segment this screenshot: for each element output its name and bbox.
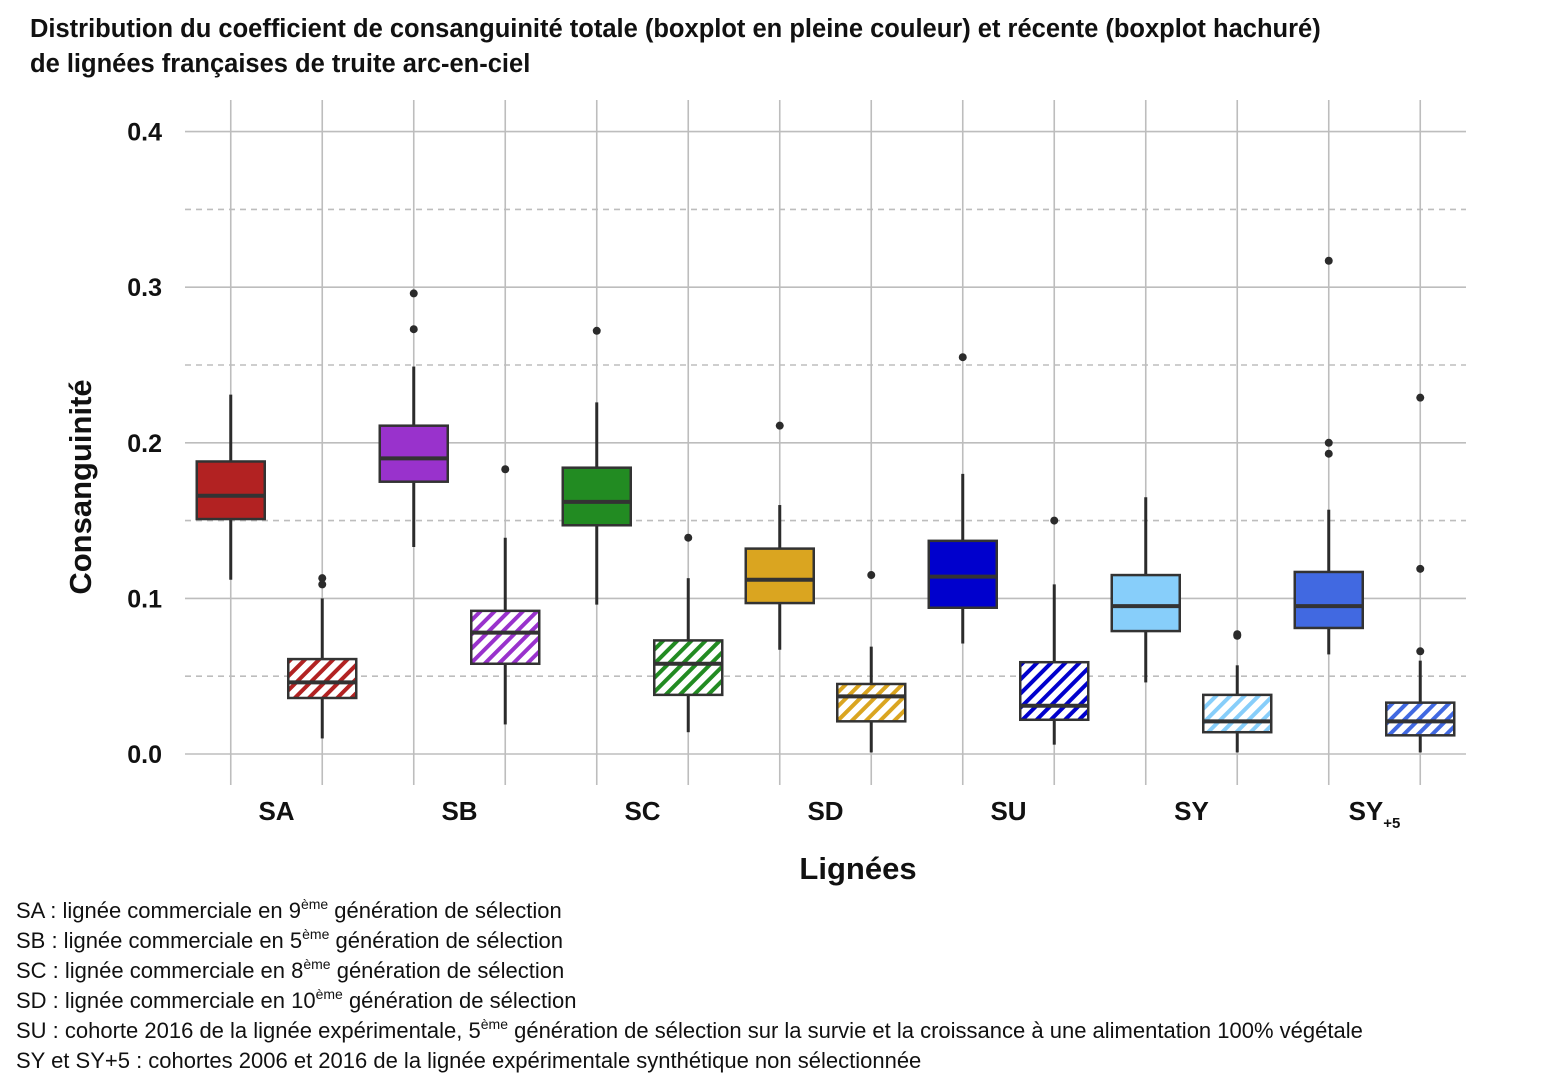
sy5-recent-outlier: [1416, 393, 1425, 402]
sb-recent-box: [470, 609, 541, 666]
note-text-end: génération de sélection: [342, 988, 577, 1013]
sy5-recent: [1385, 393, 1456, 753]
chart-title-line-2: de lignées françaises de truite arc-en-c…: [30, 50, 531, 78]
sa-recent: [287, 574, 358, 739]
note-text: SU : cohorte 2016 de la lignée expérimen…: [16, 1018, 481, 1043]
y-tick-label: 0.4: [127, 119, 162, 147]
sy5-total: [1293, 256, 1364, 655]
sc-total-outlier: [592, 326, 601, 335]
x-tick-label-sy5: SY+5: [1349, 796, 1401, 832]
sy5-total-box: [1293, 570, 1364, 630]
sd-recent-box: [836, 682, 907, 723]
su-total: [927, 353, 998, 644]
legend-note: SC : lignée commerciale en 8ème générati…: [16, 956, 1551, 986]
sa-recent-outlier: [318, 574, 327, 583]
sb-recent: [470, 465, 541, 725]
note-superscript: ème: [302, 926, 330, 942]
note-superscript: ème: [480, 1016, 508, 1032]
note-text: SA : lignée commerciale en 9: [16, 898, 301, 923]
sb-total-box: [378, 424, 449, 483]
su-recent-outlier: [1050, 516, 1059, 525]
note-text: SY et SY+5 : cohortes 2006 et 2016 de la…: [16, 1048, 922, 1073]
sc-recent-box: [653, 639, 724, 697]
legend-notes: SA : lignée commerciale en 9ème générati…: [16, 896, 1551, 1076]
y-tick-label: 0.1: [127, 585, 162, 613]
note-text-end: génération de sélection: [329, 928, 563, 953]
note-superscript: ème: [315, 986, 343, 1002]
note-text: SB : lignée commerciale en 5: [16, 928, 303, 953]
y-tick-label: 0.3: [127, 274, 162, 302]
sb-total: [378, 289, 449, 548]
sy-total-box: [1110, 573, 1181, 633]
sy5-total-outlier: [1324, 449, 1333, 458]
sc-recent: [653, 533, 724, 733]
sy5-recent-outlier: [1416, 564, 1425, 573]
boxplots: [195, 256, 1456, 753]
sb-total-outlier: [409, 325, 418, 334]
sd-total: [744, 421, 815, 650]
x-tick-label-su: SU: [990, 796, 1026, 826]
sc-total: [561, 326, 632, 605]
y-tick-label: 0.2: [127, 430, 162, 458]
sd-total-box: [744, 547, 815, 605]
x-tick-label-sb: SB: [441, 796, 477, 826]
sd-recent: [836, 571, 907, 753]
sa-total: [195, 394, 266, 580]
note-text: SD : lignée commerciale en 10: [16, 988, 316, 1013]
sy-recent-box: [1202, 693, 1273, 734]
sa-recent-outlier: [318, 580, 327, 589]
sy5-total-outlier: [1324, 256, 1333, 265]
sd-recent-outlier: [867, 571, 876, 580]
sc-recent-outlier: [684, 533, 693, 542]
note-text-end: génération de sélection: [330, 958, 565, 983]
su-recent: [1019, 516, 1090, 745]
sb-recent-outlier: [501, 465, 510, 474]
y-tick-label: 0.0: [127, 741, 162, 769]
legend-note: SD : lignée commerciale en 10ème générat…: [16, 986, 1551, 1016]
chart-title-line-1: Distribution du coefficient de consangui…: [30, 15, 1321, 43]
x-tick-label-sy: SY: [1174, 796, 1209, 826]
sy5-recent-outlier: [1416, 647, 1425, 656]
sb-total-outlier: [409, 289, 418, 298]
legend-note: SB : lignée commerciale en 5ème générati…: [16, 926, 1551, 956]
note-superscript: ème: [303, 956, 331, 972]
x-tick-subscript: +5: [1383, 815, 1400, 832]
y-axis: 0.0 0.1 0.2 0.3 0.4: [127, 119, 162, 769]
note-text: SC : lignée commerciale en 8: [16, 958, 304, 983]
sa-recent-box: [287, 657, 358, 700]
sy-recent: [1202, 630, 1273, 753]
x-axis-title: Lignées: [799, 851, 916, 886]
su-total-box: [927, 539, 998, 609]
sy-total: [1110, 497, 1181, 683]
su-total-outlier: [958, 353, 967, 362]
x-axis: SA SB SC SD SU SY SY+5: [258, 796, 1400, 832]
grid: [185, 100, 1466, 785]
boxplot-chart: 0.0 0.1 0.2 0.3 0.4 SA SB SC SD SU SY SY+5 Consang…: [63, 100, 1466, 886]
x-tick-label-sc: SC: [624, 796, 660, 826]
chart-title: Distribution du coefficient de consangui…: [30, 12, 1540, 82]
y-axis-title: Consanguinité: [63, 379, 98, 594]
sy-recent-outlier: [1233, 630, 1242, 639]
legend-note: SU : cohorte 2016 de la lignée expérimen…: [16, 1016, 1551, 1046]
sy5-recent-box: [1385, 701, 1456, 737]
x-tick-label-sd: SD: [807, 796, 843, 826]
x-tick-label-sa: SA: [258, 796, 294, 826]
note-text-end: génération de sélection sur la survie et…: [507, 1018, 1363, 1043]
sd-total-outlier: [775, 421, 784, 430]
legend-note: SY et SY+5 : cohortes 2006 et 2016 de la…: [16, 1046, 1551, 1076]
su-recent-box: [1019, 660, 1090, 722]
legend-note: SA : lignée commerciale en 9ème générati…: [16, 896, 1551, 926]
note-text-end: génération de sélection: [328, 898, 562, 923]
sy5-total-outlier: [1324, 438, 1333, 447]
sc-total-box: [561, 466, 632, 527]
note-superscript: ème: [300, 896, 329, 912]
sa-total-box: [195, 460, 266, 521]
